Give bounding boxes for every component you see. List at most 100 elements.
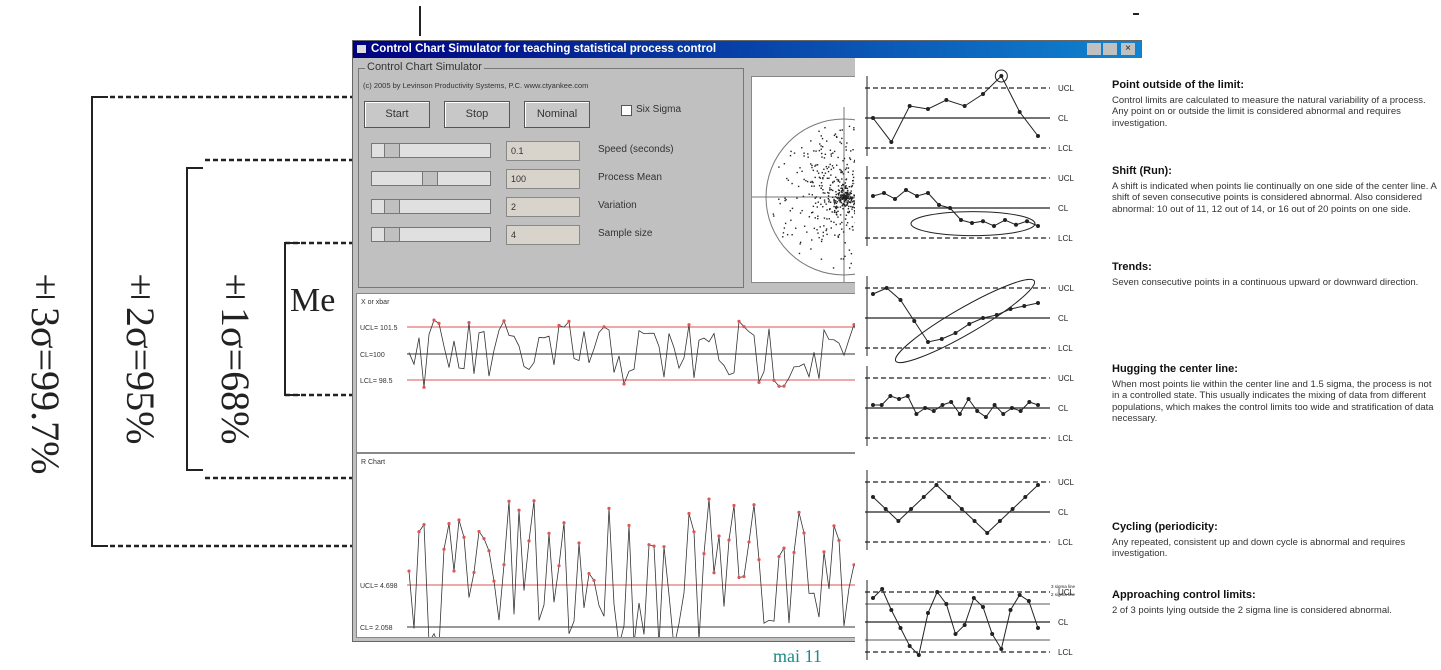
scatter-dot	[828, 201, 829, 202]
scatter-dot	[823, 192, 824, 193]
rule-point	[909, 507, 913, 511]
scatter-dot	[790, 210, 791, 211]
title-bar: Control Chart Simulator for teaching sta…	[353, 41, 1141, 58]
scatter-dot	[803, 152, 804, 153]
rule-point	[884, 507, 888, 511]
sigma-label: ±1σ=68%	[212, 262, 259, 444]
scatter-dot	[778, 199, 779, 200]
scatter-dot	[833, 201, 834, 202]
scatter-dot	[837, 235, 838, 236]
scatter-dot	[824, 192, 825, 193]
scatter-dot	[817, 218, 818, 219]
scroll-thumb	[384, 144, 400, 157]
out-point	[607, 507, 610, 510]
rule-title: Approaching control limits:	[1112, 590, 1437, 602]
rule-description: 2 of 3 points lying outside the 2 sigma …	[1112, 605, 1392, 616]
scatter-dot	[833, 222, 834, 223]
scrollbar[interactable]	[371, 199, 491, 214]
scatter-dot	[818, 237, 819, 238]
text-field[interactable]: 100	[506, 169, 580, 189]
rule-point	[981, 605, 985, 609]
out-point	[822, 550, 825, 553]
scatter-dot	[839, 201, 840, 202]
rule-point	[1036, 626, 1040, 630]
minimize-button[interactable]	[1087, 43, 1101, 55]
process-line	[409, 499, 874, 637]
scatter-dot	[810, 163, 811, 164]
scatter-dot	[847, 193, 848, 194]
scatter-dot	[821, 241, 822, 242]
scrollbar[interactable]	[371, 227, 491, 242]
start-button[interactable]: Start	[364, 101, 430, 128]
text-field[interactable]: 2	[506, 197, 580, 217]
scatter-dot	[800, 242, 801, 243]
scatter-dot	[794, 152, 795, 153]
scatter-dot	[801, 147, 802, 148]
rule-title: Trends:	[1112, 262, 1437, 274]
rule-text: Hugging the center line:When most points…	[1112, 364, 1437, 425]
scatter-dot	[785, 223, 786, 224]
scatter-dot	[814, 228, 815, 229]
rule-point	[981, 316, 985, 320]
scatter-dot	[841, 143, 842, 144]
scatter-dot	[852, 201, 853, 202]
scatter-dot	[839, 130, 840, 131]
scatter-dot	[845, 205, 846, 206]
rule-point	[1025, 219, 1029, 223]
scatter-dot	[833, 206, 834, 207]
scatter-dot	[841, 138, 842, 139]
scatter-dot	[844, 195, 845, 196]
scatter-dot	[821, 239, 822, 240]
rule-point	[959, 218, 963, 222]
sigma-label: 2 sigma line	[1051, 592, 1076, 597]
nominal-button[interactable]: Nominal	[524, 101, 590, 128]
rule-point	[1011, 507, 1015, 511]
out-point	[712, 571, 715, 574]
scroll-thumb	[384, 228, 400, 241]
chart-title: R Chart	[361, 459, 385, 466]
scatter-dot	[826, 228, 827, 229]
maximize-button[interactable]	[1103, 43, 1117, 55]
scatter-dot	[807, 181, 808, 182]
checkbox[interactable]	[621, 105, 632, 116]
close-button[interactable]: ×	[1121, 43, 1135, 55]
r-plot: R ChartUCL= 4.698CL= 2.058LCL=	[357, 454, 877, 637]
window-title: Control Chart Simulator for teaching sta…	[371, 43, 716, 55]
scatter-dot	[822, 138, 823, 139]
scatter-dot	[832, 165, 833, 166]
scatter-dot	[845, 199, 846, 200]
scrollbar[interactable]	[371, 171, 491, 186]
out-point	[432, 319, 435, 322]
scatter-dot	[838, 179, 839, 180]
scatter-dot	[795, 228, 796, 229]
limit-label: CL	[1058, 508, 1069, 517]
scatter-dot	[807, 153, 808, 154]
text-field[interactable]: 0.1	[506, 141, 580, 161]
scatter-dot	[851, 208, 852, 209]
scatter-dot	[849, 228, 850, 229]
text-field[interactable]: 4	[506, 225, 580, 245]
rule-point	[948, 206, 952, 210]
stop-button[interactable]: Stop	[444, 101, 510, 128]
rule-title: Hugging the center line:	[1112, 364, 1437, 376]
out-point	[527, 539, 530, 542]
scatter-dot	[842, 188, 843, 189]
scatter-dot	[829, 187, 830, 188]
field-label: Sample size	[598, 228, 652, 239]
limit-label: UCL= 101.5	[360, 325, 398, 332]
scatter-dot	[799, 253, 800, 254]
scatter-dot	[852, 170, 853, 171]
scatter-dot	[805, 180, 806, 181]
scatter-dot	[837, 207, 838, 208]
scatter-dot	[844, 197, 845, 198]
scatter-dot	[822, 172, 823, 173]
scrollbar[interactable]	[371, 143, 491, 158]
scatter-dot	[819, 150, 820, 151]
scatter-dot	[846, 188, 847, 189]
scatter-dot	[846, 215, 847, 216]
limit-label: CL	[1058, 314, 1069, 323]
scatter-dot	[852, 226, 853, 227]
rule-point	[963, 623, 967, 627]
scatter-dot	[813, 170, 814, 171]
out-point	[502, 319, 505, 322]
